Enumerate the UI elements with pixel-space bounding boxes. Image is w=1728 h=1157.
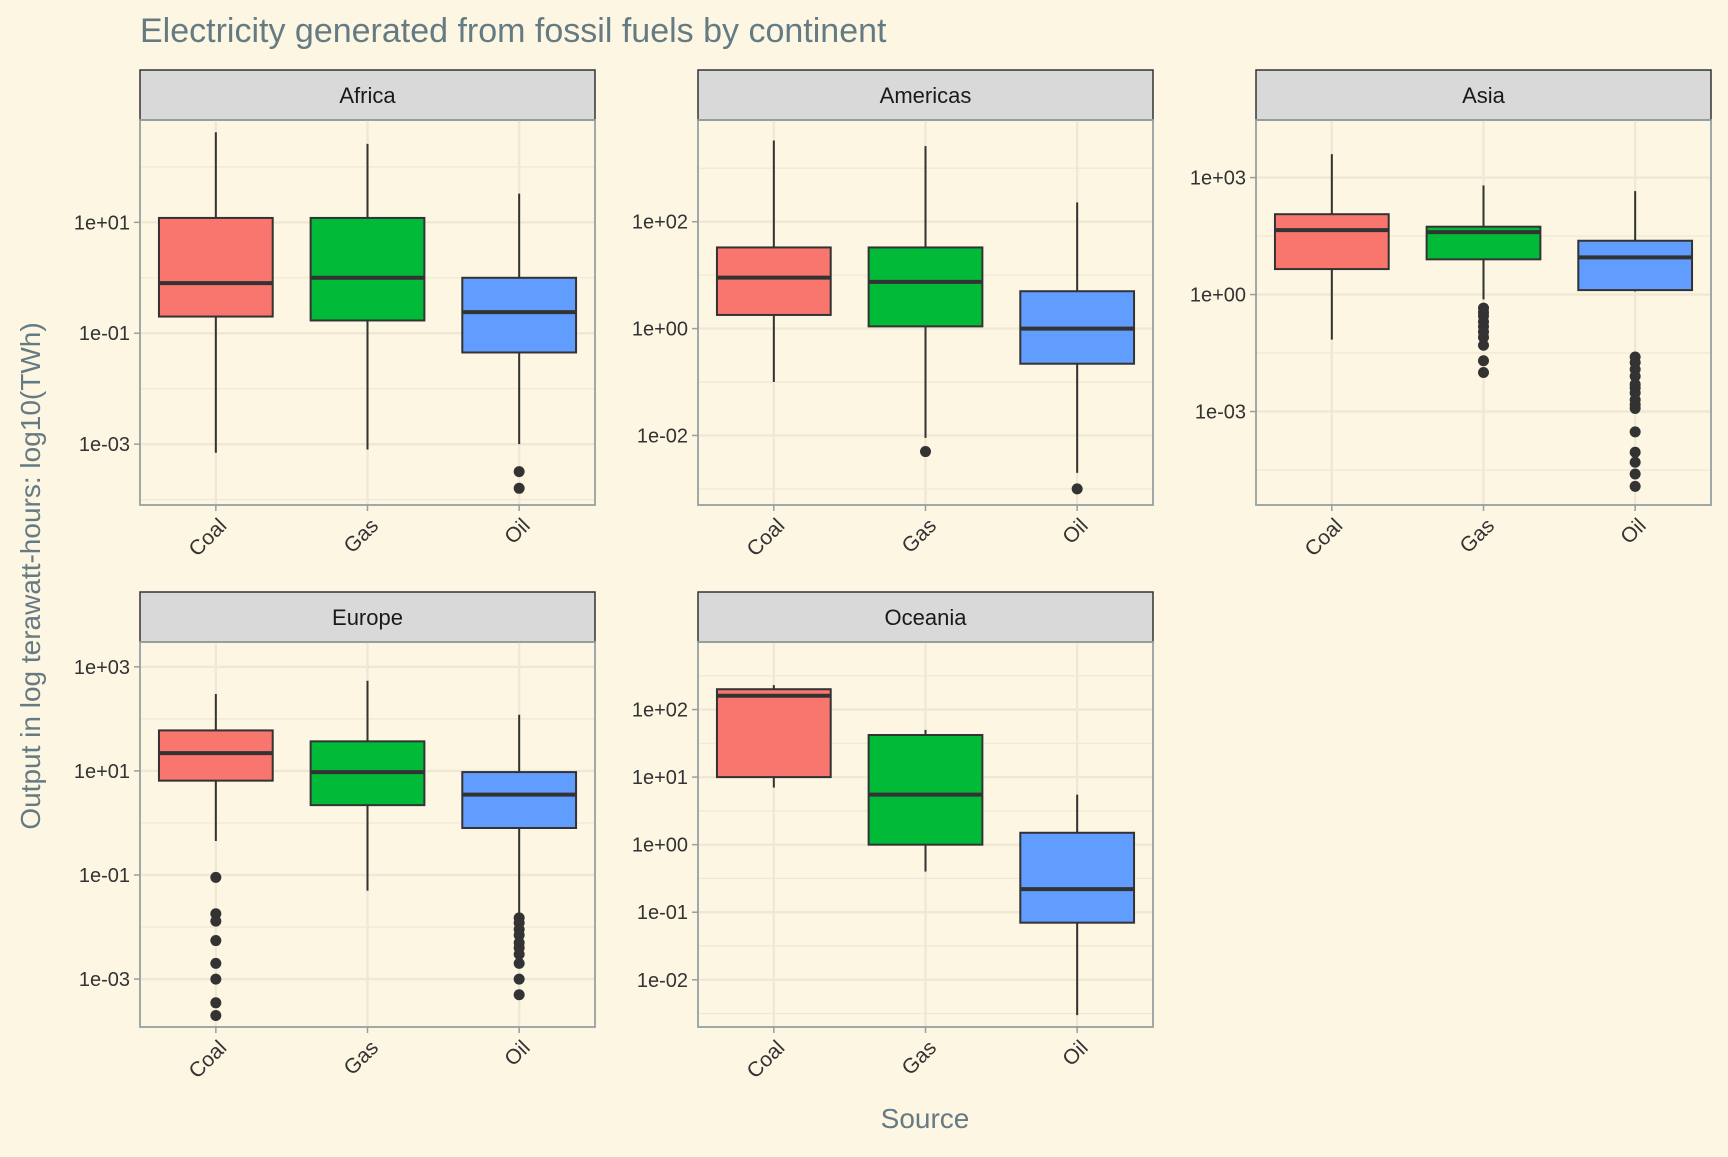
y-tick-label-africa: 1e-01 — [79, 323, 130, 345]
x-tick-label-europe: Gas — [340, 1036, 383, 1079]
x-tick-label-oceania: Gas — [898, 1036, 941, 1079]
x-tick-label-oceania: Oil — [1058, 1036, 1092, 1070]
x-tick-label-asia: Gas — [1456, 514, 1499, 557]
strip-asia — [1255, 69, 1712, 121]
strip-label-asia: Asia — [1462, 83, 1506, 108]
x-tick-label-americas: Gas — [898, 514, 941, 557]
x-tick-label-africa: Coal — [185, 514, 232, 561]
y-tick-label-oceania: 1e-02 — [637, 970, 688, 992]
box-africa-coal — [157, 216, 274, 318]
box-americas-coal — [715, 246, 832, 316]
x-tick-label-asia: Coal — [1301, 514, 1348, 561]
y-tick-label-americas: 1e+02 — [632, 212, 688, 234]
y-tick-label-oceania: 1e+02 — [632, 700, 688, 722]
panel-africa: Africa 1e+01 1e-01 1e-03 Coal Gas Oil — [74, 69, 596, 561]
strip-americas — [697, 69, 1154, 121]
strip-oceania — [697, 591, 1154, 643]
x-tick-label-europe: Oil — [500, 1036, 534, 1070]
y-tick-label-europe: 1e-03 — [79, 969, 130, 991]
outlier-europe-coal — [210, 935, 222, 947]
panel-oceania: Oceania 1e+02 1e+01 1e+00 1e-01 1e-02 Coal Gas O… — [632, 591, 1154, 1083]
box-oceania-coal — [715, 688, 832, 779]
box-asia-oil — [1577, 239, 1694, 292]
box-europe-coal — [157, 729, 274, 782]
outlier-asia-oil — [1629, 446, 1641, 458]
y-tick-label-asia: 1e-03 — [1195, 402, 1246, 424]
y-tick-label-asia: 1e+03 — [1190, 168, 1246, 190]
box-africa-oil — [461, 276, 578, 354]
outlier-asia-oil — [1629, 480, 1641, 492]
strip-africa — [139, 69, 596, 121]
outlier-americas-gas — [920, 446, 931, 458]
outlier-asia-gas — [1478, 339, 1489, 351]
outlier-europe-oil — [513, 948, 525, 960]
outlier-asia-oil — [1629, 402, 1641, 414]
strip-label-africa: Africa — [339, 83, 396, 108]
outlier-europe-oil — [513, 989, 525, 1001]
x-tick-label-americas: Oil — [1058, 514, 1092, 548]
x-tick-label-europe: Coal — [185, 1036, 232, 1083]
facet-panels: Africa 1e+01 1e-01 1e-03 Coal Gas Oil Americas 1… — [74, 69, 1712, 1083]
strip-label-americas: Americas — [880, 83, 972, 108]
outlier-africa-oil — [513, 482, 525, 494]
outlier-asia-oil — [1629, 370, 1641, 382]
x-tick-label-africa: Gas — [340, 514, 383, 557]
outlier-europe-oil — [513, 957, 525, 969]
y-tick-label-oceania: 1e+01 — [632, 767, 688, 789]
panel-asia: Asia 1e+03 1e+00 1e-03 Coal Gas Oil — [1190, 69, 1712, 561]
outlier-europe-coal — [210, 871, 222, 883]
box-oceania-gas — [867, 734, 984, 846]
outlier-asia-oil — [1629, 468, 1641, 480]
box-africa-gas — [309, 216, 426, 322]
outlier-asia-gas — [1478, 367, 1489, 379]
outlier-europe-coal — [210, 973, 222, 985]
outlier-europe-coal — [210, 1009, 222, 1021]
panel-europe: Europe 1e+03 1e+01 1e-01 1e-03 Coal Gas Oil — [74, 591, 596, 1083]
strip-label-europe: Europe — [332, 605, 403, 630]
x-tick-label-africa: Oil — [500, 514, 534, 548]
outlier-europe-oil — [513, 929, 525, 941]
box-oceania-oil — [1019, 831, 1136, 924]
y-tick-label-europe: 1e-01 — [79, 865, 130, 887]
y-tick-label-oceania: 1e+00 — [632, 835, 688, 857]
outlier-europe-coal — [210, 997, 222, 1009]
outlier-europe-oil — [513, 973, 525, 985]
box-asia-coal — [1273, 213, 1390, 271]
outlier-asia-oil — [1629, 426, 1641, 438]
strip-europe — [139, 591, 596, 643]
y-tick-label-asia: 1e+00 — [1190, 285, 1246, 307]
chart-title: Electricity generated from fossil fuels … — [140, 12, 887, 50]
x-tick-label-asia: Oil — [1616, 514, 1650, 548]
y-tick-label-americas: 1e+00 — [632, 319, 688, 341]
y-tick-label-americas: 1e-02 — [637, 425, 688, 447]
outlier-africa-oil — [513, 466, 525, 478]
y-tick-label-oceania: 1e-01 — [637, 902, 688, 924]
outlier-europe-coal — [210, 957, 222, 969]
x-tick-label-americas: Coal — [743, 514, 790, 561]
box-americas-gas — [867, 246, 984, 328]
outlier-americas-oil — [1071, 483, 1083, 495]
y-axis-title: Output in log terawatt-hours: log10(TWh) — [15, 322, 46, 829]
outlier-europe-coal — [210, 915, 222, 927]
y-tick-label-africa: 1e-03 — [79, 434, 130, 456]
box-europe-oil — [461, 771, 578, 829]
panel-americas: Americas 1e+02 1e+00 1e-02 Coal Gas Oil — [632, 69, 1154, 561]
x-axis-title: Source — [881, 1103, 970, 1134]
y-tick-label-europe: 1e+03 — [74, 657, 130, 679]
y-tick-label-africa: 1e+01 — [74, 212, 130, 234]
outlier-asia-gas — [1478, 355, 1489, 367]
outlier-asia-gas — [1478, 331, 1489, 343]
y-tick-label-europe: 1e+01 — [74, 761, 130, 783]
x-tick-label-oceania: Coal — [743, 1036, 790, 1083]
strip-label-oceania: Oceania — [885, 605, 968, 630]
outlier-asia-oil — [1629, 456, 1641, 468]
